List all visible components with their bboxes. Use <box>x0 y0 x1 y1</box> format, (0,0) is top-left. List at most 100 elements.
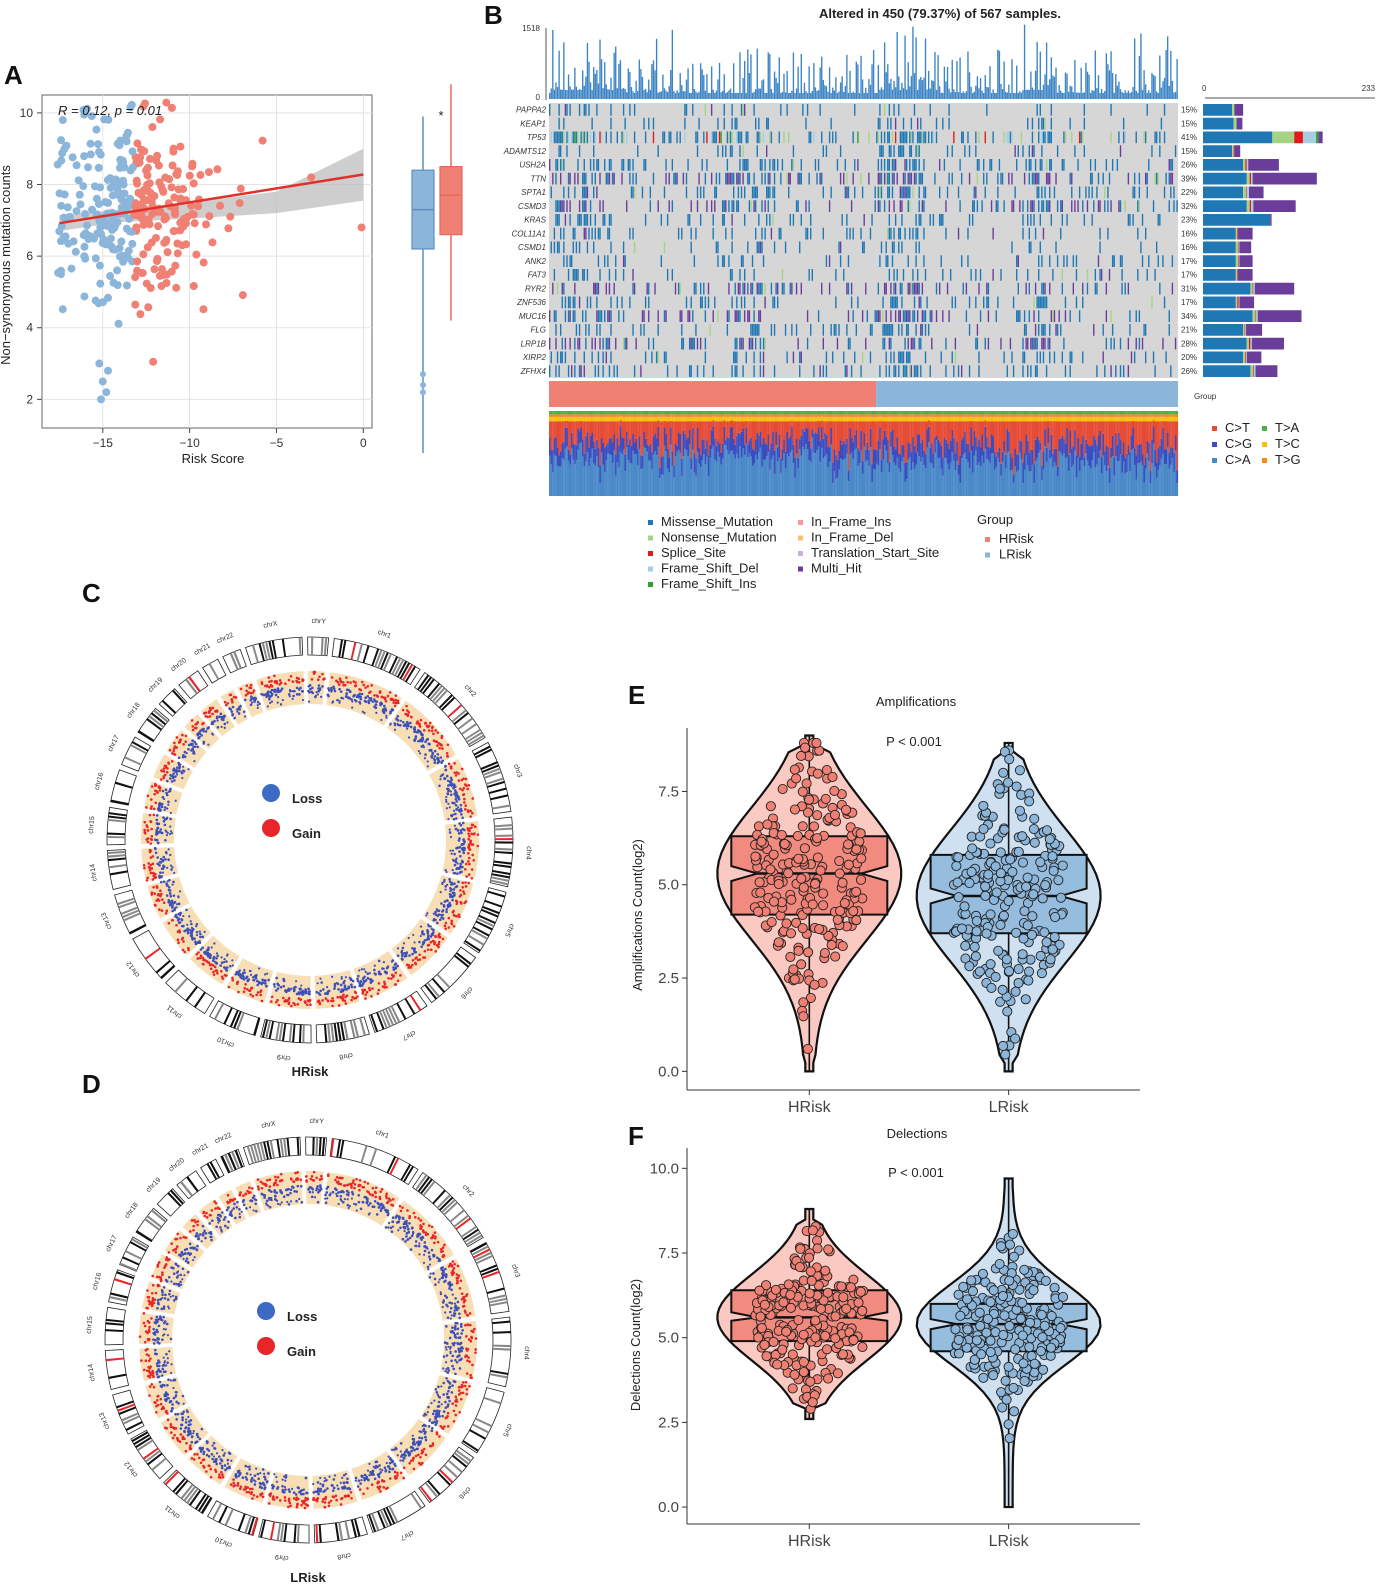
titv-segment <box>959 421 962 456</box>
side-bar-segment <box>1248 159 1279 171</box>
oncoplot-cell <box>1118 200 1120 212</box>
tmb-bar <box>1116 85 1119 99</box>
tmb-bar <box>789 92 791 99</box>
titv-segment <box>847 481 850 496</box>
side-bar-segment <box>1248 337 1251 350</box>
titv-segment <box>766 414 768 417</box>
oncoplot-cell <box>754 324 757 336</box>
titv-segment <box>662 411 664 415</box>
oncoplot-cell <box>998 159 1001 171</box>
titv-segment <box>770 459 773 496</box>
oncoplot-cell <box>652 117 655 130</box>
side-bar-segment <box>1234 104 1244 116</box>
titv-segment <box>1121 421 1124 455</box>
titv-segment <box>596 411 598 415</box>
titv-segment <box>1102 416 1105 422</box>
titv-segment <box>1113 475 1116 496</box>
titv-segment <box>572 416 575 422</box>
group-swatch <box>985 537 990 542</box>
titv-segment <box>1047 411 1050 415</box>
oncoplot-cell <box>1031 145 1034 157</box>
oncoplot-cell <box>696 365 699 377</box>
oncoplot-cell <box>983 296 985 309</box>
oncoplot-cell <box>979 310 982 322</box>
titv-segment <box>754 416 757 422</box>
tmb-bar <box>604 62 606 99</box>
tmb-bar <box>748 72 751 99</box>
oncoplot-cell <box>1105 337 1108 350</box>
oncoplot-cell <box>663 310 666 322</box>
titv-segment <box>916 434 919 453</box>
titv-segment <box>866 411 869 415</box>
tmb-bar <box>828 67 831 99</box>
oncoplot-cell <box>563 200 565 212</box>
oncoplot-cell <box>717 310 719 322</box>
titv-segment <box>803 449 806 496</box>
titv-segment <box>736 411 738 415</box>
titv-segment <box>937 411 940 415</box>
titv-segment <box>857 414 859 417</box>
titv-segment <box>1148 461 1150 496</box>
tmb-bar <box>637 91 639 99</box>
oncoplot-cell <box>618 310 620 322</box>
tmb-bar <box>676 90 678 99</box>
titv-segment <box>629 439 631 463</box>
tmb-bar <box>1050 57 1052 99</box>
oncoplot-cell <box>806 337 809 350</box>
oncoplot-cell <box>1031 117 1034 130</box>
titv-segment <box>1056 411 1059 415</box>
titv-segment <box>1174 435 1177 451</box>
titv-segment <box>1160 421 1163 439</box>
oncoplot-cell <box>1039 104 1041 116</box>
oncoplot-cell <box>1083 104 1086 116</box>
oncoplot-cell <box>1122 365 1125 377</box>
titv-segment <box>715 421 718 446</box>
titv-segment <box>905 411 908 415</box>
side-bar-segment <box>1236 117 1243 130</box>
titv-segment <box>1165 464 1168 496</box>
titv-segment <box>710 416 713 422</box>
oncoplot-cell <box>745 351 747 364</box>
titv-segment <box>1025 411 1028 415</box>
titv-segment <box>984 448 987 496</box>
titv-segment <box>833 471 836 496</box>
oncoplot-cell <box>761 159 763 171</box>
titv-segment <box>549 421 551 438</box>
tmb-bar <box>904 35 906 99</box>
oncoplot-cell <box>770 227 773 240</box>
titv-segment <box>781 460 784 496</box>
titv-segment <box>905 416 908 422</box>
titv-segment <box>979 447 982 467</box>
titv-segment <box>802 421 804 430</box>
titv-segment <box>835 414 837 417</box>
titv-segment <box>580 416 583 421</box>
titv-segment <box>1105 416 1108 422</box>
oncoplot-cell <box>740 296 743 309</box>
oncoplot-cell <box>792 145 795 157</box>
titv-segment <box>616 462 619 496</box>
titv-segment <box>899 416 902 422</box>
oncoplot-cell <box>731 241 733 254</box>
titv-segment <box>1033 416 1036 422</box>
oncoplot-cell <box>786 351 788 364</box>
titv-segment <box>1138 414 1141 417</box>
oncoplot-cell <box>756 241 758 254</box>
oncoplot-cell <box>1157 214 1159 226</box>
oncoplot-cell <box>574 296 576 309</box>
oncoplot-cell <box>1148 159 1150 171</box>
oncoplot-cell <box>633 131 636 144</box>
titv-segment <box>855 414 858 417</box>
panel-c-circos: chr1chr2chr3chr4chr5chr6chr7chr8chr9chr1… <box>88 618 532 1061</box>
titv-segment <box>1071 448 1073 468</box>
titv-segment <box>1020 421 1023 442</box>
titv-segment <box>607 421 609 444</box>
oncoplot-cell <box>1033 172 1035 185</box>
titv-segment <box>772 421 774 432</box>
titv-segment <box>1067 411 1070 415</box>
oncoplot-cell <box>916 310 919 322</box>
data-point <box>173 171 182 180</box>
oncoplot-cell <box>604 255 606 267</box>
titv-segment <box>1031 411 1034 415</box>
titv-segment <box>666 414 669 417</box>
oncoplot-cell <box>599 324 601 336</box>
